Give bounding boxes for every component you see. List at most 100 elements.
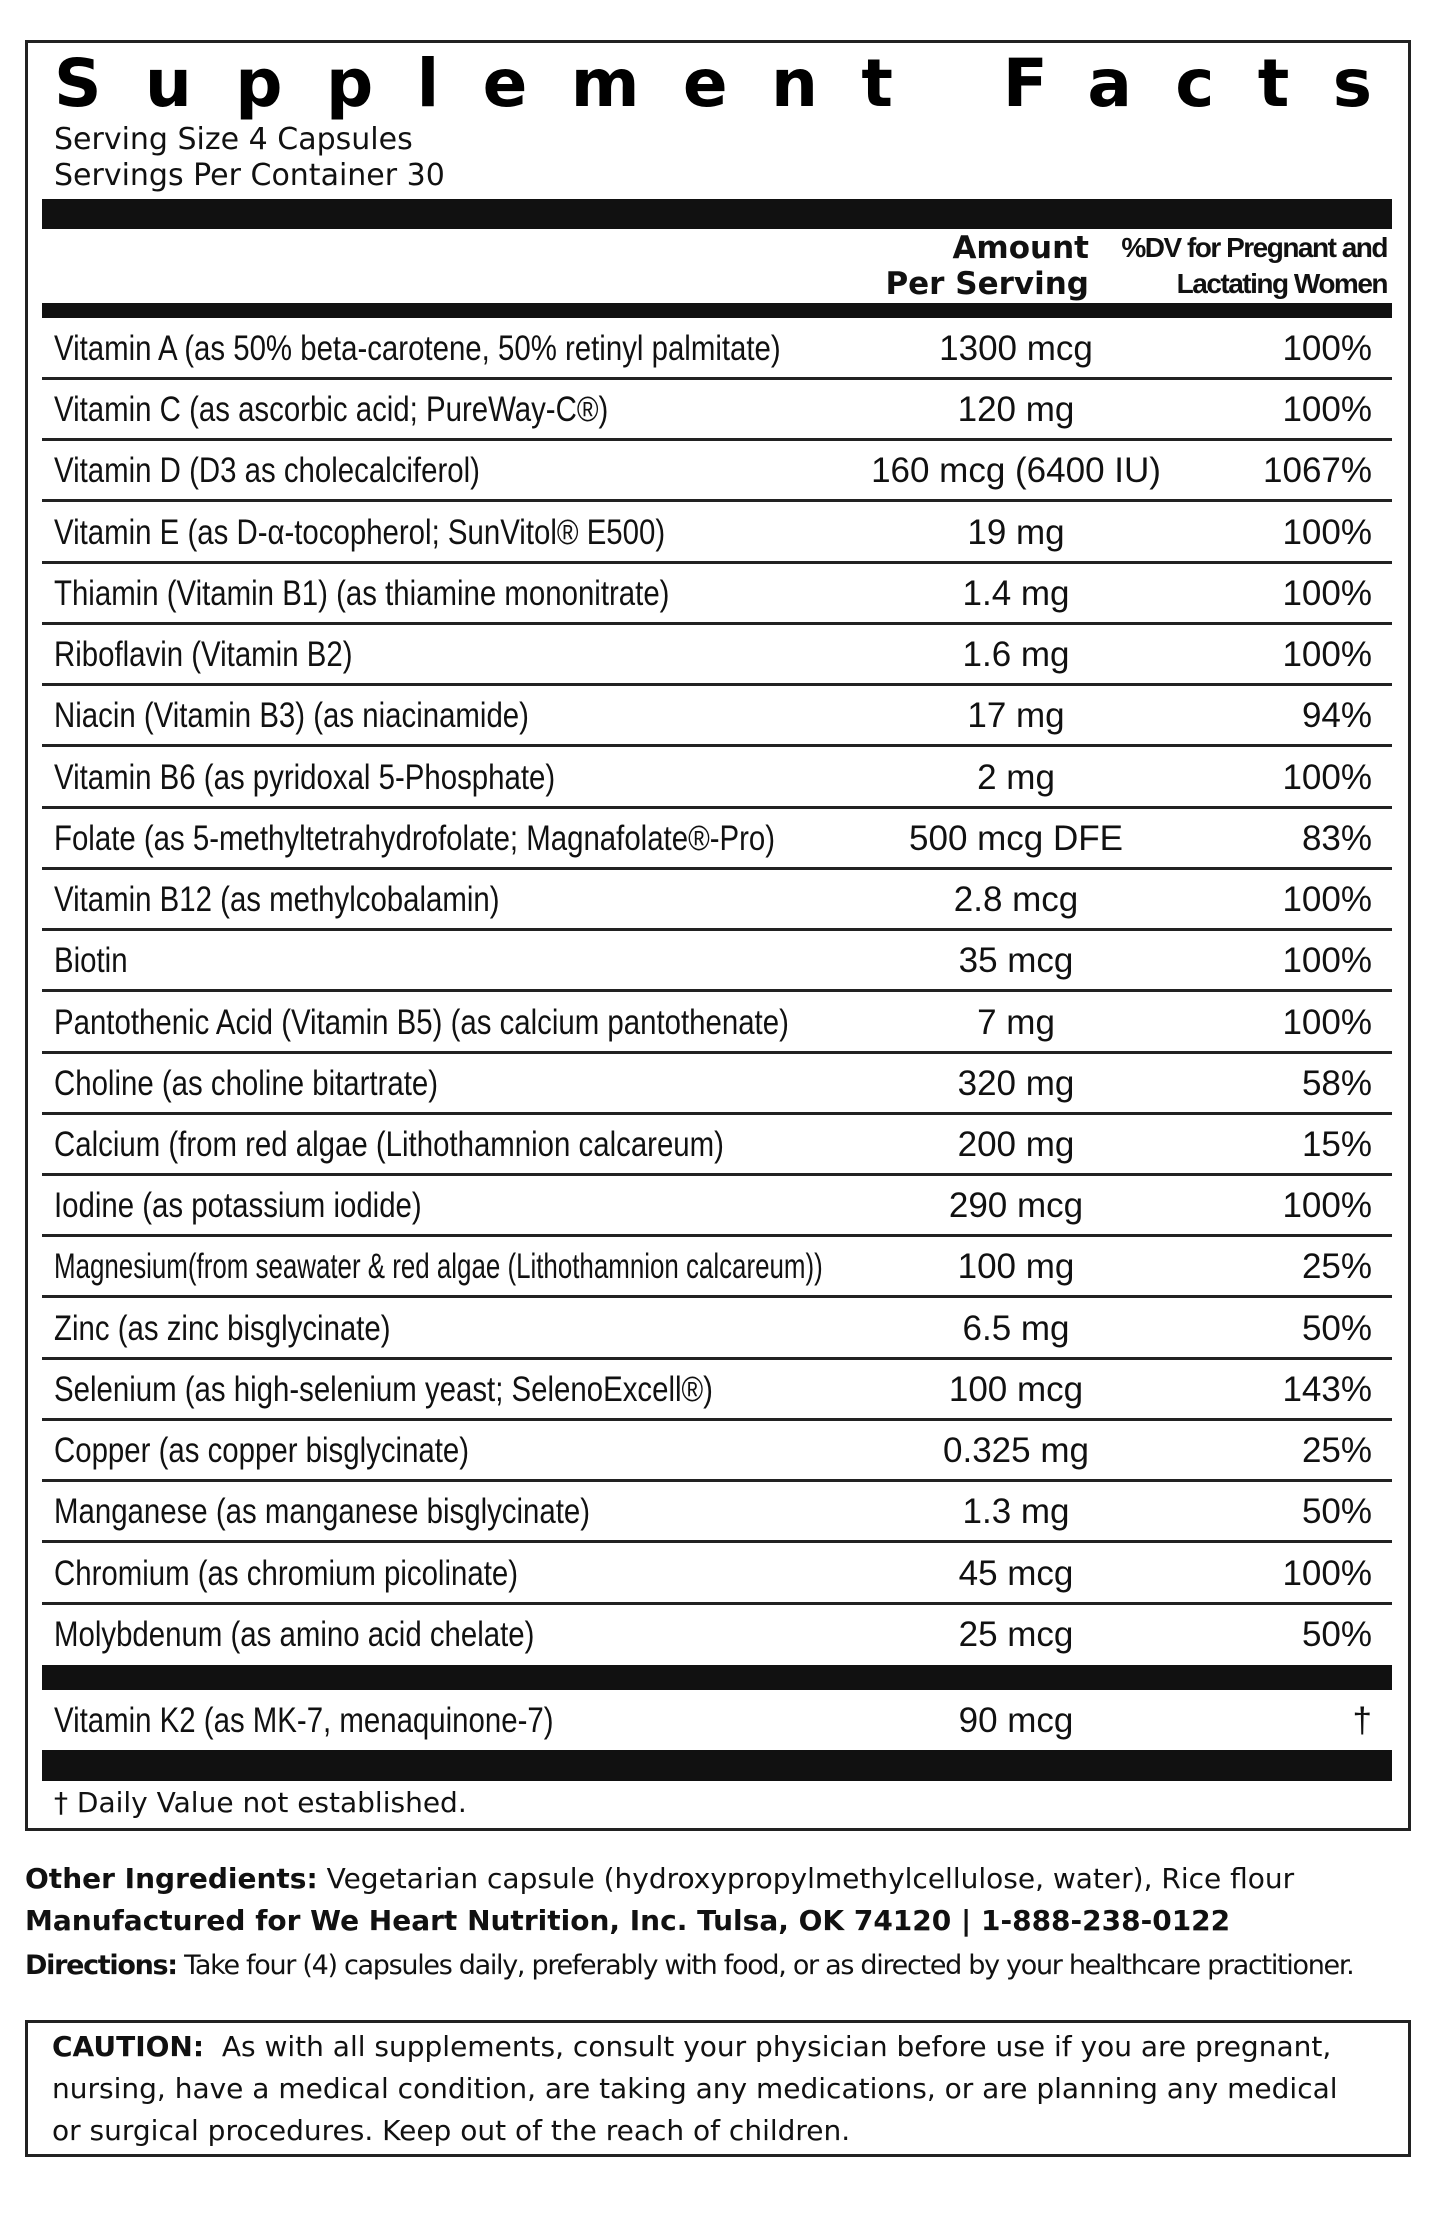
text: Vegetarian capsule (hydroxypropylmethylc… [326,1862,1295,1895]
amount: 100 mg [957,1247,1075,1286]
daily-value: 83% [1301,819,1372,858]
nutrient-name: Choline (as choline bitartrate) [54,1064,439,1103]
amount-header: Amount Per Serving [885,230,1089,302]
header-line: Amount [952,230,1089,266]
row-rule [42,1540,1392,1543]
daily-value: 50% [1301,1615,1372,1654]
amount: 100 mcg [948,1370,1084,1409]
serving-size: Serving Size 4 Capsules [54,122,413,157]
amount: 7 mg [977,1003,1055,1042]
row-rule [42,438,1392,441]
nutrient-name: Molybdenum (as amino acid chelate) [54,1615,535,1654]
caution-box [25,2020,1411,2157]
amount: 6.5 mg [962,1309,1070,1348]
daily-value: 94% [1301,696,1372,735]
daily-value: 100% [1282,513,1372,552]
daily-value: 100% [1282,329,1372,368]
title-svg: Supplement Facts [54,50,1372,120]
daily-value: 100% [1282,1554,1372,1593]
amount: 17 mg [967,696,1065,735]
facts-panel [25,40,1411,1831]
amount: 90 mcg [958,1701,1074,1740]
thick-rule [42,303,1392,318]
row-rule [42,1173,1392,1176]
nutrient-name: Thiamin (Vitamin B1) (as thiamine mononi… [54,574,670,613]
amount: 0.325 mg [943,1431,1089,1470]
amount: 290 mcg [948,1186,1084,1225]
daily-value: 50% [1301,1309,1372,1348]
row-rule [42,561,1392,564]
daily-value: 100% [1282,1186,1372,1225]
amount: 320 mg [957,1064,1075,1103]
amount: 120 mg [957,390,1075,429]
nutrient-name: Selenium (as high-selenium yeast; Seleno… [54,1370,713,1409]
row-rule [42,1418,1392,1421]
daily-value: 25% [1301,1247,1372,1286]
amount: 1300 mcg [939,329,1093,368]
servings-per-container: Servings Per Container 30 [54,158,445,193]
label: CAUTION: [52,2030,205,2063]
daily-value: 100% [1282,758,1372,797]
black-bar [42,199,1392,229]
row-rule [42,867,1392,870]
daily-value: 100% [1282,880,1372,919]
caution-line: or surgical procedures. Keep out of the … [52,2114,851,2147]
nutrient-name: Vitamin A (as 50% beta-carotene, 50% ret… [54,329,781,368]
dv-header: %DV for Pregnant and Lactating Women [1121,230,1388,302]
directions: Directions: Take four (4) capsules daily… [25,1950,1355,1981]
daily-value: 143% [1282,1370,1372,1409]
row-rule [42,806,1392,809]
row-rule [42,744,1392,747]
title: Supplement Facts [54,50,1372,120]
amount: 1.6 mg [962,635,1070,674]
caution-line: nursing, have a medical condition, are t… [52,2072,1338,2105]
nutrient-name: Vitamin B6 (as pyridoxal 5-Phosphate) [54,758,556,797]
row-rule [42,1295,1392,1298]
daily-value: 1067% [1263,451,1372,490]
caution: CAUTION: As with all supplements, consul… [52,2026,1338,2152]
amount: 500 mcg DFE [909,819,1123,858]
amount: 35 mcg [958,941,1074,980]
daily-value: 100% [1282,635,1372,674]
row-rule [42,1602,1392,1605]
label: Directions: [25,1950,178,1981]
header-line: %DV for Pregnant and [1121,232,1388,263]
amount: 160 mcg (6400 IU) [871,451,1161,490]
amount: 200 mg [957,1125,1075,1164]
footnote: † Daily Value not established. [54,1786,467,1819]
daily-value: 100% [1282,574,1372,613]
row-rule [42,1479,1392,1482]
text: As with all supplements, consult your ph… [221,2030,1332,2063]
header-line: Per Serving [885,266,1089,302]
nutrient-name: Riboflavin (Vitamin B2) [54,635,353,674]
daily-value: 25% [1301,1431,1372,1470]
nutrient-name: Vitamin B12 (as methylcobalamin) [54,880,500,919]
amount: 45 mcg [958,1554,1074,1593]
nutrient-name: Iodine (as potassium iodide) [54,1186,422,1225]
row-rule [42,377,1392,380]
black-bar [42,1665,1392,1690]
caution-line: CAUTION: As with all supplements, consul… [52,2026,1338,2068]
amount: 25 mcg [958,1615,1074,1654]
nutrient-name: Folate (as 5-methyltetrahydrofolate; Mag… [54,819,776,858]
daily-value: 100% [1282,1003,1372,1042]
nutrient-name: Zinc (as zinc bisglycinate) [54,1309,391,1348]
amount: 1.3 mg [962,1492,1070,1531]
nutrient-name: Vitamin C (as ascorbic acid; PureWay-C®) [54,390,609,429]
nutrient-name: Vitamin D (D3 as cholecalciferol) [54,451,480,490]
nutrient-name: Magnesium(from seawater & red algae (Lit… [54,1247,823,1286]
label: Other Ingredients: [25,1862,318,1895]
row-rule [42,1234,1392,1237]
amount: 2 mg [977,758,1055,797]
nutrient-name: Calcium (from red algae (Lithothamnion c… [54,1125,724,1164]
daily-value: 100% [1282,941,1372,980]
row-rule [42,1357,1392,1360]
nutrient-name: Chromium (as chromium picolinate) [54,1554,519,1593]
daily-value: † [1352,1701,1372,1740]
other-ingredients: Other Ingredients: Vegetarian capsule (h… [25,1862,1294,1895]
row-rule [42,622,1392,625]
row-rule [42,989,1392,992]
manufacturer: Manufactured for We Heart Nutrition, Inc… [25,1904,1231,1937]
daily-value: 100% [1282,390,1372,429]
